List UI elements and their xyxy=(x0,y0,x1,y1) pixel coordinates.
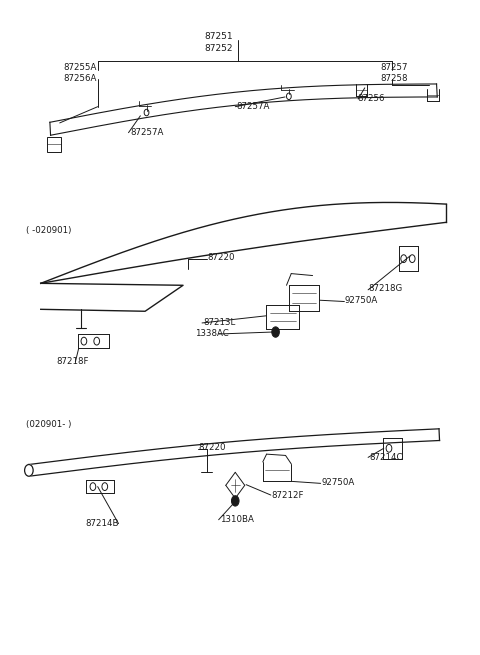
Text: 87214B: 87214B xyxy=(86,519,120,528)
Text: 87220: 87220 xyxy=(208,253,235,262)
Text: 87255A: 87255A xyxy=(63,64,97,72)
Text: 87218F: 87218F xyxy=(56,358,89,366)
Text: 87218G: 87218G xyxy=(368,284,402,293)
Text: ( -020901): ( -020901) xyxy=(25,225,71,234)
Text: 87213L: 87213L xyxy=(203,318,235,327)
Text: 87251: 87251 xyxy=(204,32,233,41)
Text: 87257A: 87257A xyxy=(130,128,163,137)
Text: 87258: 87258 xyxy=(380,74,408,83)
Text: 87257A: 87257A xyxy=(237,102,270,111)
Text: 92750A: 92750A xyxy=(344,295,378,305)
Text: 92750A: 92750A xyxy=(322,477,355,487)
Text: 87252: 87252 xyxy=(204,44,233,53)
Text: 87220: 87220 xyxy=(199,443,226,452)
Ellipse shape xyxy=(24,464,33,476)
Text: (020901- ): (020901- ) xyxy=(25,421,71,430)
Circle shape xyxy=(272,327,279,337)
Text: 87256A: 87256A xyxy=(63,74,97,83)
Text: 87257: 87257 xyxy=(380,63,408,71)
Circle shape xyxy=(231,496,239,506)
Text: 87256: 87256 xyxy=(358,94,385,103)
Text: 87212F: 87212F xyxy=(271,491,304,500)
Text: 1338AC: 1338AC xyxy=(195,329,229,339)
Text: 1310BA: 1310BA xyxy=(219,515,253,523)
Bar xyxy=(47,137,61,151)
Text: 87214C: 87214C xyxy=(369,453,403,462)
